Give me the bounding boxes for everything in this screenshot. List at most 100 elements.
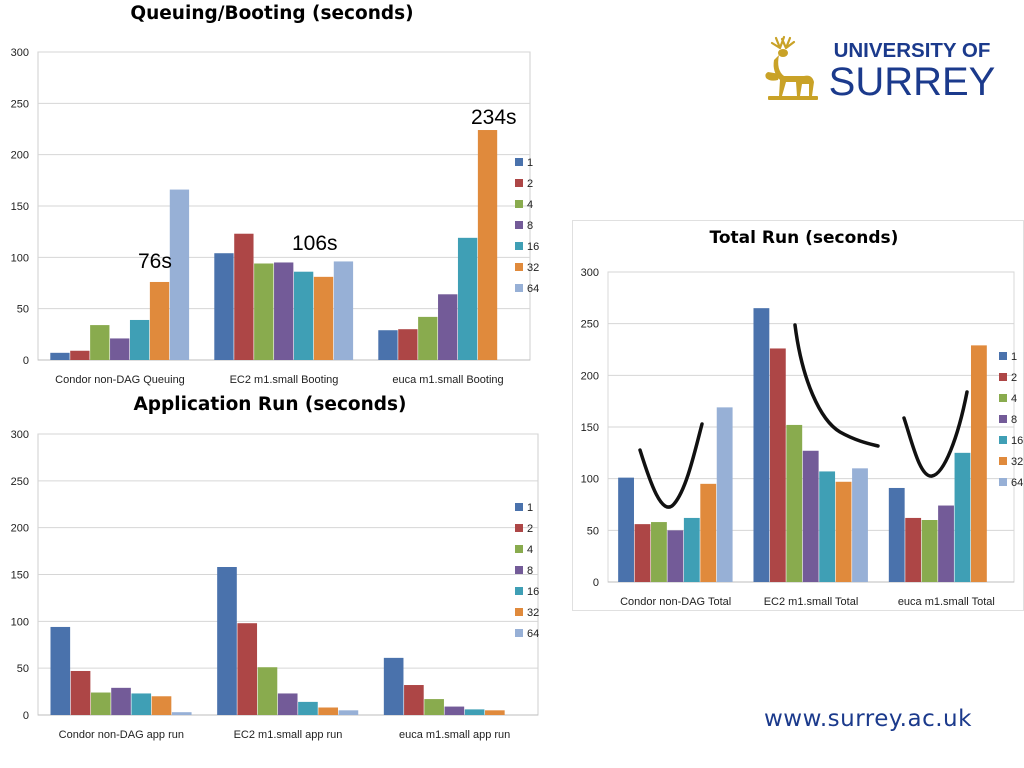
bar <box>700 483 717 582</box>
bar <box>753 308 770 582</box>
bar <box>905 517 922 582</box>
y-tick-label: 300 <box>11 429 29 441</box>
bar <box>819 471 836 582</box>
chart-title: Queuing/Booting (seconds) <box>130 3 413 24</box>
bar <box>151 696 172 715</box>
legend-swatch <box>515 566 523 574</box>
y-tick-label: 200 <box>11 150 29 162</box>
bar <box>618 477 634 582</box>
legend-label: 4 <box>527 199 533 211</box>
chart-title: Application Run (seconds) <box>133 394 406 415</box>
y-tick-label: 300 <box>581 267 599 279</box>
university-line-2: SURREY <box>829 60 996 102</box>
bar <box>110 338 130 360</box>
y-tick-label: 50 <box>17 304 29 316</box>
bar <box>651 522 667 582</box>
bar <box>274 262 294 360</box>
bar <box>954 452 971 582</box>
bar <box>477 130 498 360</box>
legend-swatch <box>515 263 523 271</box>
y-tick-label: 150 <box>11 201 29 213</box>
legend-label: 4 <box>1011 393 1017 405</box>
bar <box>852 468 868 582</box>
university-logo: UNIVERSITY OF SURREY <box>760 34 1000 104</box>
bar <box>667 530 684 582</box>
category-label: Condor non-DAG Total <box>620 596 731 608</box>
y-tick-label: 250 <box>11 98 29 110</box>
category-label: Condor non-DAG app run <box>59 729 184 741</box>
legend-label: 64 <box>527 628 539 640</box>
bar <box>769 348 786 582</box>
y-tick-label: 300 <box>11 47 29 59</box>
legend-swatch <box>999 436 1007 444</box>
annotation-label: 106s <box>292 232 338 255</box>
legend-label: 16 <box>527 241 539 253</box>
bar <box>970 345 987 582</box>
legend-label: 2 <box>527 178 533 190</box>
y-tick-label: 100 <box>11 616 29 628</box>
trend-curve <box>793 323 880 448</box>
legend-swatch <box>999 352 1007 360</box>
y-tick-label: 250 <box>581 319 599 331</box>
bar <box>921 520 938 582</box>
y-tick-label: 150 <box>11 570 29 582</box>
bar <box>786 424 803 582</box>
legend-label: 8 <box>1011 414 1017 426</box>
legend-label: 8 <box>527 565 533 577</box>
legend-swatch <box>515 221 523 229</box>
category-label: euca m1.small app run <box>399 729 510 741</box>
bar <box>888 487 905 582</box>
legend-label: 32 <box>1011 456 1023 468</box>
bar <box>438 294 458 360</box>
category-label: euca m1.small Booting <box>392 374 503 386</box>
chart-title: Total Run (seconds) <box>710 228 899 248</box>
legend-swatch <box>999 394 1007 402</box>
application-run-chart: Application Run (seconds) 0 50 100 150 200 25… <box>11 394 540 741</box>
bar <box>457 237 478 360</box>
bar <box>70 350 90 360</box>
bar <box>333 261 354 360</box>
y-tick-label: 200 <box>11 523 29 535</box>
bar <box>169 189 190 360</box>
bar <box>634 524 651 582</box>
bar <box>70 670 91 715</box>
bar <box>90 325 110 360</box>
legend-label: 8 <box>527 220 533 232</box>
bar <box>318 707 338 715</box>
annotation-label: 234s <box>471 106 517 129</box>
bar <box>404 685 424 715</box>
category-label: euca m1.small Total <box>898 596 995 608</box>
legend-label: 4 <box>527 544 533 556</box>
bar <box>129 319 150 360</box>
legend-swatch <box>999 478 1007 486</box>
bar <box>237 623 258 715</box>
legend-swatch <box>515 545 523 553</box>
bar <box>418 316 438 360</box>
legend-swatch <box>515 158 523 166</box>
category-label: EC2 m1.small Booting <box>230 374 339 386</box>
legend-label: 64 <box>527 283 539 295</box>
legend-swatch <box>515 503 523 511</box>
trend-curve <box>638 422 704 509</box>
legend-label: 32 <box>527 607 539 619</box>
bar <box>111 687 131 715</box>
bar <box>171 712 192 715</box>
legend-swatch <box>515 242 523 250</box>
bar <box>214 253 234 360</box>
y-tick-label: 0 <box>23 710 29 722</box>
legend-label: 1 <box>527 502 533 514</box>
category-label: EC2 m1.small Total <box>764 596 859 608</box>
university-wordmark: UNIVERSITY OF SURREY <box>829 39 996 102</box>
legend-swatch <box>515 524 523 532</box>
legend-label: 1 <box>1011 351 1017 363</box>
y-tick-label: 250 <box>11 476 29 488</box>
annotation-label: 76s <box>138 250 172 273</box>
y-tick-label: 100 <box>11 252 29 264</box>
legend-label: 16 <box>527 586 539 598</box>
bar <box>50 626 71 715</box>
bar <box>257 667 278 715</box>
legend-label: 2 <box>527 523 533 535</box>
y-tick-label: 0 <box>593 577 599 589</box>
legend-swatch <box>515 629 523 637</box>
bar <box>938 505 954 582</box>
